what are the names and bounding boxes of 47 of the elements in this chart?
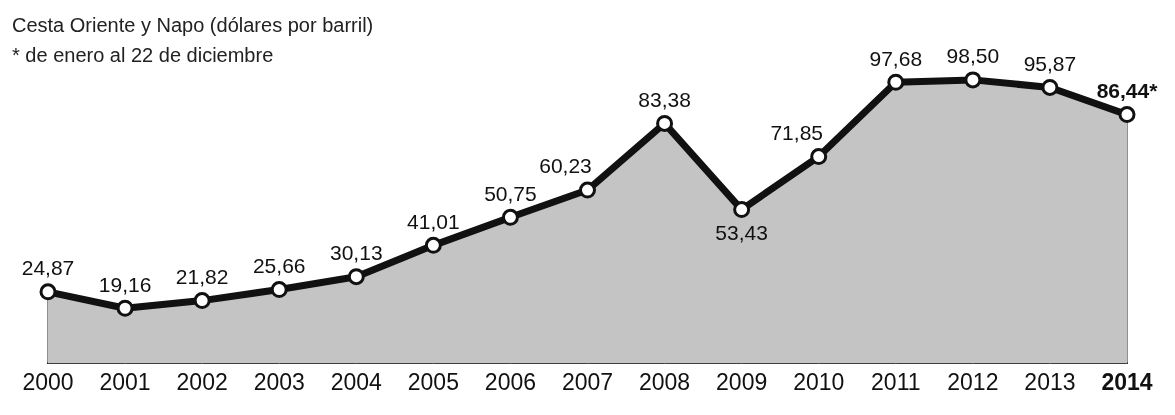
x-tick-label: 2004 — [330, 368, 383, 395]
point — [39, 283, 57, 301]
data-label: 30,13 — [330, 240, 383, 264]
point — [270, 281, 288, 299]
x-tick-label: 2006 — [484, 368, 537, 395]
x-tick-label: 2012 — [947, 368, 999, 395]
data-label: 53,43 — [715, 220, 768, 244]
point — [579, 181, 596, 199]
point — [501, 208, 519, 226]
data-label: 97,68 — [869, 46, 923, 70]
x-tick-label: 2008 — [638, 368, 691, 395]
data-label: 71,85 — [770, 120, 823, 144]
data-label: 95,87 — [1023, 51, 1077, 75]
point — [193, 292, 211, 310]
x-tick-label: 2010 — [793, 368, 845, 395]
x-tick-label: 2000 — [22, 368, 74, 395]
point — [887, 73, 905, 91]
x-tick-label: 2002 — [176, 368, 228, 395]
x-tick-label: 2003 — [253, 368, 305, 395]
data-label: 25,66 — [252, 253, 306, 277]
data-label: 41,01 — [407, 209, 460, 233]
data-label: 98,50 — [946, 44, 1000, 68]
point — [810, 148, 828, 166]
point — [733, 201, 751, 219]
x-tick-label: 2014 — [1101, 368, 1153, 395]
point — [347, 268, 365, 286]
point — [1118, 106, 1136, 124]
data-label: 21,82 — [175, 264, 229, 288]
chart-title: Cesta Oriente y Napo (dólares por barril) — [12, 13, 374, 38]
x-tick-label: 2001 — [99, 368, 151, 395]
x-tick-label: 2013 — [1024, 368, 1076, 395]
point — [116, 299, 134, 317]
x-tick-label: 2009 — [716, 368, 768, 395]
data-label: 86,44* — [1096, 78, 1159, 102]
data-label: 50,75 — [484, 181, 537, 205]
point — [424, 236, 442, 254]
data-label: 19,16 — [98, 272, 152, 296]
data-label: 83,38 — [638, 87, 691, 111]
x-tick-label: 2005 — [407, 368, 459, 395]
point — [656, 114, 674, 132]
data-label: 24,87 — [21, 256, 75, 280]
x-tick-label: 2011 — [871, 368, 921, 395]
data-label: 60,23 — [539, 154, 592, 178]
chart-subtitle: * de enero al 22 de diciembre — [12, 43, 275, 68]
point — [964, 71, 982, 89]
x-tick-label: 2007 — [561, 368, 614, 395]
point — [1041, 78, 1059, 96]
